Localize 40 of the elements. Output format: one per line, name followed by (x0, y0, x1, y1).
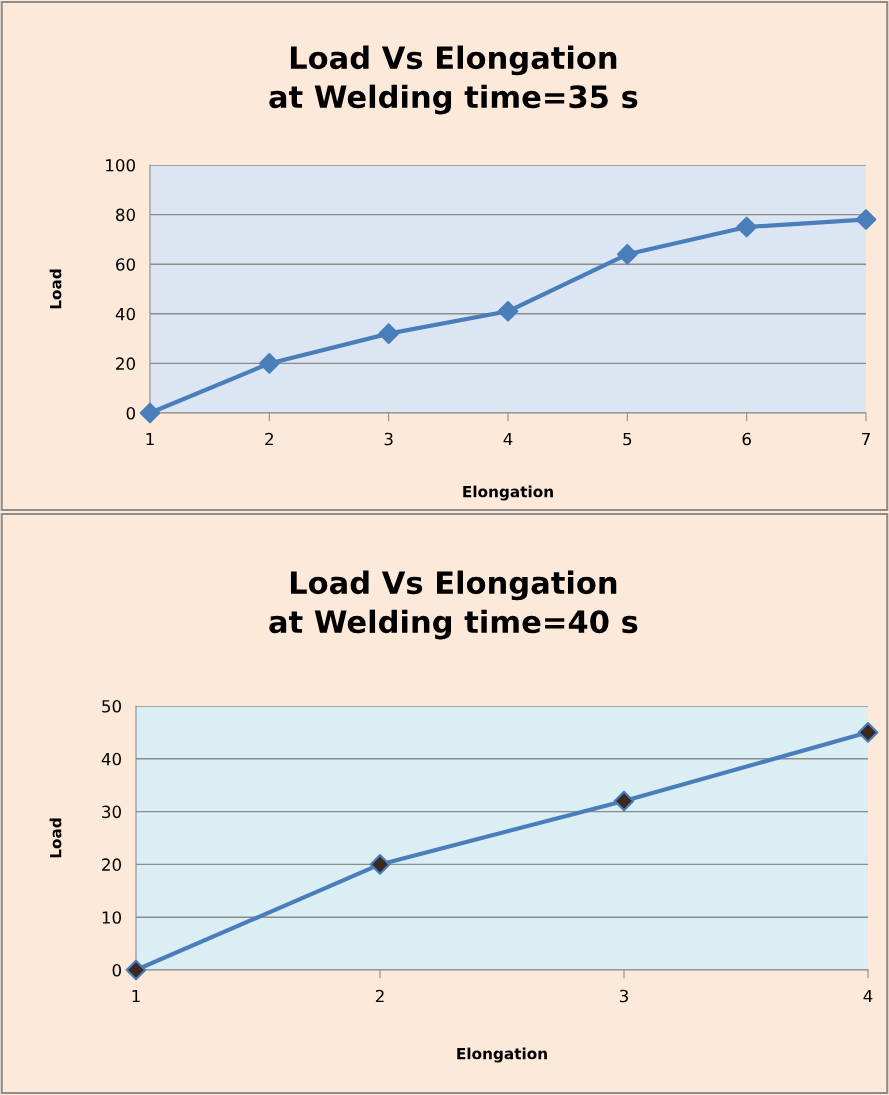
x-axis-title: Elongation (457, 1047, 547, 1063)
chart-title: Load Vs Elongation at Welding time=35 s (269, 45, 638, 115)
x-tick-label: 4 (503, 432, 513, 446)
point (139, 402, 161, 424)
y-tick-label: 20 (116, 357, 135, 370)
x-tick-label: 3 (619, 989, 628, 1003)
x-tick-label: 2 (265, 432, 273, 446)
y-tick-label: 80 (116, 208, 135, 222)
x-tick-label: 6 (742, 432, 751, 446)
y-tick-label: 20 (102, 858, 121, 871)
point (616, 243, 638, 265)
y-tick-label: 0 (112, 963, 121, 977)
x-axis-title: Elongation (463, 485, 553, 501)
y-tick-label: 30 (102, 805, 121, 819)
y-tick-label: 40 (115, 307, 135, 321)
chart-title: Load Vs Elongation at Welding time=40 s (269, 570, 638, 640)
y-tick-label: 100 (106, 158, 135, 172)
y-tick-label: 40 (101, 752, 121, 766)
y-axis-title: Load (49, 269, 62, 309)
y-tick-label: 60 (116, 258, 135, 271)
x-tick-label: 5 (623, 432, 632, 446)
x-tick-label: 3 (384, 432, 393, 446)
point (857, 722, 879, 743)
point (497, 300, 519, 322)
y-tick-label: 10 (102, 911, 121, 924)
y-axis-title: Load (49, 818, 62, 858)
point (613, 790, 635, 812)
x-tick-label: 4 (863, 989, 873, 1003)
x-tick-label: 2 (375, 989, 384, 1003)
point (378, 323, 400, 344)
y-tick-label: 50 (102, 699, 121, 713)
x-tick-label: 1 (146, 432, 154, 446)
point (736, 216, 758, 238)
point (258, 353, 280, 374)
x-tick-label: 1 (132, 989, 140, 1003)
point (855, 209, 877, 230)
y-tick-label: 0 (126, 406, 135, 420)
point (369, 854, 391, 875)
point (125, 959, 147, 981)
x-tick-label: 7 (862, 432, 870, 446)
